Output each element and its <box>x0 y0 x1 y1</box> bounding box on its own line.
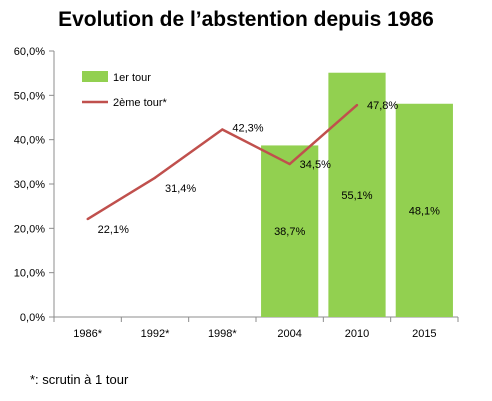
x-tick-label: 2015 <box>412 328 436 340</box>
line-point <box>86 217 89 221</box>
bar-data-label: 48,1% <box>409 205 440 217</box>
legend-label-1er-tour: 1er tour <box>113 72 151 84</box>
y-tick-label: 0,0% <box>20 312 45 324</box>
line-point <box>288 162 291 166</box>
legend-label-2eme-tour: 2ème tour* <box>113 97 168 109</box>
line-data-label: 47,8% <box>367 100 398 112</box>
y-tick-label: 20,0% <box>14 223 45 235</box>
footnote: *: scrutin à 1 tour <box>30 372 129 387</box>
x-tick-label: 1986* <box>73 328 102 340</box>
bar <box>261 145 319 317</box>
line-point <box>221 128 224 131</box>
x-tick-label: 1998* <box>208 328 237 340</box>
line-point <box>355 103 359 107</box>
x-tick-label: 1992* <box>141 328 170 340</box>
line-data-label: 34,5% <box>300 159 331 171</box>
y-tick-label: 60,0% <box>14 46 45 58</box>
x-tick-label: 2010 <box>345 328 369 340</box>
x-tick-label: 2004 <box>277 328 301 340</box>
bar <box>395 103 453 317</box>
y-tick-label: 30,0% <box>14 179 45 191</box>
y-tick-label: 40,0% <box>14 135 45 147</box>
line-data-label: 31,4% <box>165 183 196 195</box>
bar-data-label: 38,7% <box>274 226 305 238</box>
line-data-label: 22,1% <box>98 224 129 236</box>
bar-data-label: 55,1% <box>341 190 372 202</box>
legend-swatch-1er-tour <box>82 71 108 82</box>
y-tick-label: 10,0% <box>14 268 45 280</box>
line-data-label: 42,3% <box>232 122 263 134</box>
chart-title: Evolution de l’abstention depuis 1986 <box>58 8 434 31</box>
bar <box>328 72 386 318</box>
line-point <box>153 176 157 179</box>
y-tick-label: 50,0% <box>14 90 45 102</box>
